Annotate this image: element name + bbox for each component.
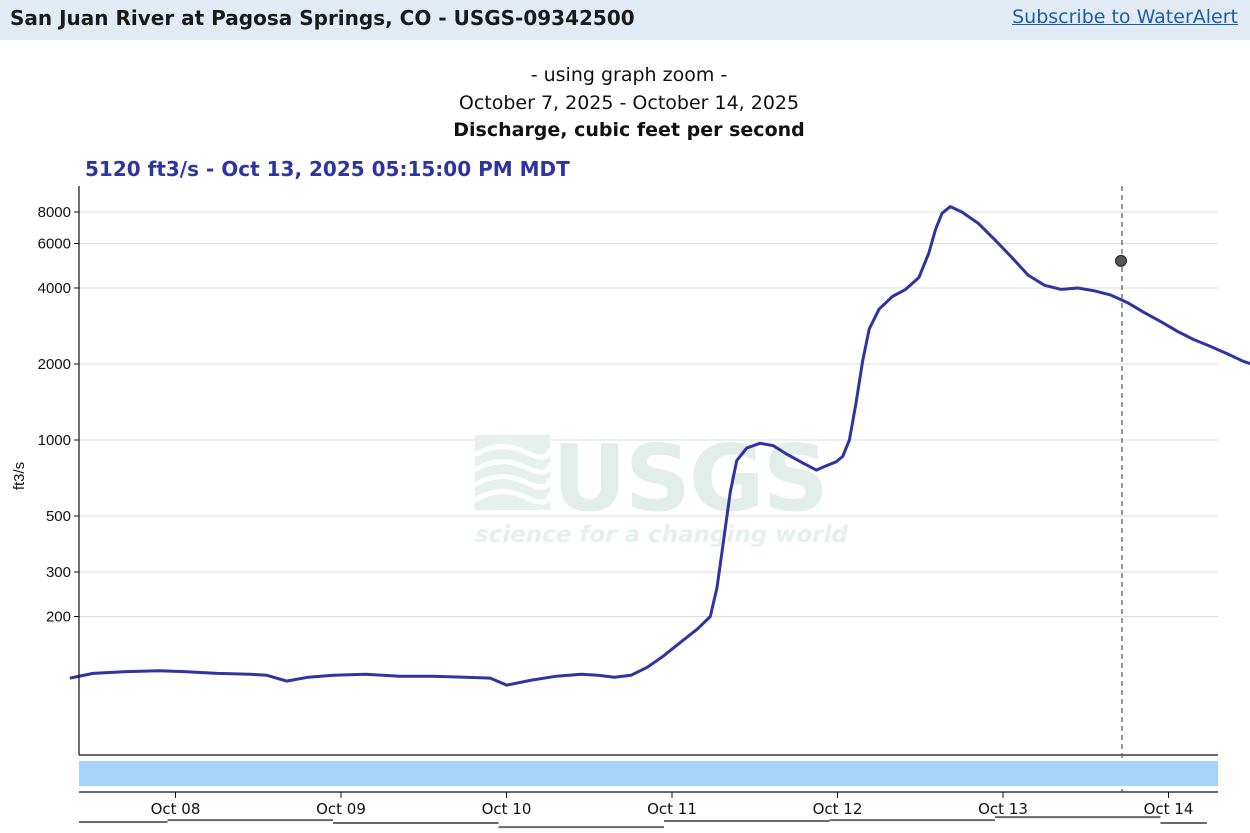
page-header: San Juan River at Pagosa Springs, CO - U… [0,0,1250,40]
y-tick-label: 4000 [38,280,71,297]
svg-text:science for a changing world: science for a changing world [475,522,848,548]
x-tick-label: Oct 08 [151,800,201,818]
y-tick-label: 200 [46,608,71,625]
gridlines [79,211,1218,617]
y-tick-label: 1000 [38,432,71,449]
y-axis-label: ft3/s [11,462,28,490]
x-axis-ticks: Oct 08 Oct 09 Oct 10 Oct 11 Oct 12 Oct 13 Oct … [151,792,1194,818]
y-tick-label: 300 [46,564,71,581]
x-tick-label: Oct 11 [647,800,697,818]
median-series [79,816,1207,829]
usgs-watermark: USGS science for a changing world [473,425,848,548]
usgs-wave-logo-icon [473,435,553,510]
parameter-title: Discharge, cubic feet per second [453,119,805,141]
zoom-note: - using graph zoom - [530,64,728,86]
axes [78,186,1218,793]
y-tick-label: 500 [46,508,71,525]
y-tick-label: 2000 [38,356,71,373]
y-axis-ticks: 200 300 500 1000 2000 4000 6000 8000 [38,204,79,625]
cursor-point[interactable] [1115,254,1127,267]
time-brush-bar[interactable] [79,761,1218,786]
y-tick-label: 8000 [38,204,71,221]
x-tick-label: Oct 13 [978,800,1028,818]
site-title: San Juan River at Pagosa Springs, CO - U… [10,6,635,30]
x-tick-label: Oct 12 [813,800,863,818]
date-range: October 7, 2025 - October 14, 2025 [458,92,800,114]
x-tick-label: Oct 14 [1144,800,1194,818]
cursor-readout: 5120 ft3/s - Oct 13, 2025 05:15:00 PM MD… [85,157,570,181]
x-tick-label: Oct 10 [482,800,532,818]
x-tick-label: Oct 09 [316,800,366,818]
svg-text:USGS: USGS [552,425,827,532]
subscribe-wateralert-link[interactable]: Subscribe to WaterAlert [1012,6,1238,28]
y-tick-label: 6000 [38,236,71,253]
discharge-series-line [69,205,1250,687]
